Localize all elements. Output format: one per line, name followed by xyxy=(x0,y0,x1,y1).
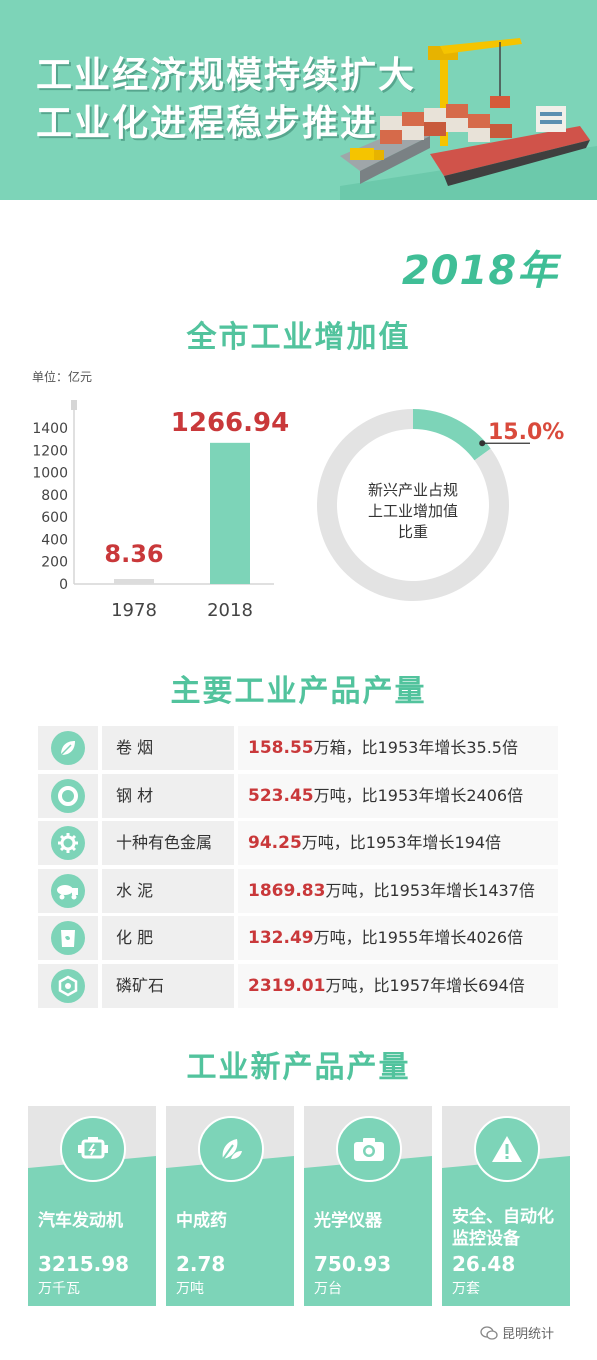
gear-icon xyxy=(51,826,85,860)
product-name: 化 肥 xyxy=(102,916,234,960)
y-tick-label: 0 xyxy=(59,577,68,593)
donut-icon xyxy=(51,778,85,813)
card-unit: 万千瓦 xyxy=(38,1281,80,1297)
donut-center-line-1: 新兴产业占规 xyxy=(367,481,458,499)
product-name: 磷矿石 xyxy=(102,963,234,1008)
card-name: 安全、自动化 监控设备 xyxy=(452,1207,554,1249)
x-tick-label: 1978 xyxy=(111,600,157,621)
products-table: 卷 烟 158.55万箱，比1953年增长35.5倍 钢 材 523.45万吨，… xyxy=(38,726,558,1011)
y-tick-label: 600 xyxy=(41,510,68,526)
title-line-2: 工业化进程稳步推进 xyxy=(36,103,379,144)
table-row: 卷 烟 158.55万箱，比1953年增长35.5倍 xyxy=(38,726,558,770)
product-value: 132.49万吨，比1955年增长4026倍 xyxy=(238,916,558,960)
y-tick-label: 200 xyxy=(41,555,68,571)
bar-value-label: 1266.94 xyxy=(171,408,289,438)
wechat-icon xyxy=(480,1325,498,1340)
y-tick-label: 1400 xyxy=(32,421,68,437)
table-row: 水 泥 1869.83万吨，比1953年增长1437倍 xyxy=(38,868,558,913)
table-row: 钢 材 523.45万吨，比1953年增长2406倍 xyxy=(38,773,558,818)
product-value: 2319.01万吨，比1957年增长694倍 xyxy=(238,963,558,1008)
bar-2018 xyxy=(210,442,250,584)
product-value: 158.55万箱，比1953年增长35.5倍 xyxy=(238,726,558,770)
card-unit: 万吨 xyxy=(176,1281,204,1297)
section-title-main-products: 主要工业产品产量 xyxy=(170,674,427,709)
x-tick-label: 2018 xyxy=(207,600,253,621)
y-tick-label: 1200 xyxy=(32,443,68,459)
table-row: 磷矿石 2319.01万吨，比1957年增长694倍 xyxy=(38,963,558,1008)
unit-label: 单位：亿元 xyxy=(32,370,93,384)
y-tick-label: 400 xyxy=(41,532,68,548)
donut-chart xyxy=(317,409,530,601)
card-value: 3215.98 xyxy=(38,1252,130,1276)
card-value: 26.48 xyxy=(452,1252,516,1276)
product-value: 94.25万吨，比1953年增长194倍 xyxy=(238,821,558,865)
product-name: 水 泥 xyxy=(102,868,234,913)
bar-chart: 0 200 400 600 800 1000 1200 1400 8.36 1978 1266.94… xyxy=(32,400,289,621)
card-name: 中成药 xyxy=(176,1211,227,1231)
hexagon-icon xyxy=(51,968,85,1003)
header-banner: 工业经济规模持续扩大 工业化进程稳步推进 xyxy=(0,0,597,200)
engine-icon xyxy=(60,1116,126,1182)
table-row: 十种有色金属 94.25万吨，比1953年增长194倍 xyxy=(38,821,558,865)
card-name: 汽车发动机 xyxy=(38,1211,123,1231)
y-tick-label: 1000 xyxy=(32,466,68,482)
card-name: 光学仪器 xyxy=(314,1211,382,1231)
cargo-ship-illustration xyxy=(340,38,597,200)
product-value: 1869.83万吨，比1953年增长1437倍 xyxy=(238,868,558,913)
camera-icon xyxy=(336,1116,402,1182)
new-product-card: 中成药 2.78 万吨 xyxy=(166,1106,294,1306)
product-name: 卷 烟 xyxy=(102,726,234,770)
product-name: 钢 材 xyxy=(102,773,234,818)
donut-center-line-2: 上工业增加值 xyxy=(367,502,458,520)
mixer-truck-icon xyxy=(51,873,85,908)
new-product-card: 汽车发动机 3215.98 万千瓦 xyxy=(28,1106,156,1306)
card-unit: 万套 xyxy=(452,1281,480,1297)
card-value: 750.93 xyxy=(314,1252,392,1276)
leaf-icon xyxy=(51,731,85,765)
section-title-new-products: 工业新产品产量 xyxy=(186,1050,411,1085)
fertilizer-bag-icon xyxy=(51,921,85,955)
footer-brand: 昆明统计 xyxy=(480,1323,554,1342)
donut-center-line-3: 比重 xyxy=(397,523,428,541)
y-axis-cap xyxy=(71,400,77,410)
donut-slice-0 xyxy=(413,409,491,461)
new-product-card: 光学仪器 750.93 万台 xyxy=(304,1106,432,1306)
y-tick-label: 800 xyxy=(41,488,68,504)
product-name: 十种有色金属 xyxy=(102,821,234,865)
leader-dot xyxy=(479,440,486,447)
bar-value-label: 8.36 xyxy=(104,540,163,568)
new-product-card: 安全、自动化 监控设备 26.48 万套 xyxy=(442,1106,570,1306)
card-value: 2.78 xyxy=(176,1252,226,1276)
warning-icon xyxy=(474,1116,540,1182)
product-value: 523.45万吨，比1953年增长2406倍 xyxy=(238,773,558,818)
footer-brand-name: 昆明统计 xyxy=(502,1327,555,1342)
title-line-1: 工业经济规模持续扩大 xyxy=(36,55,417,96)
leaves-icon xyxy=(198,1116,264,1182)
card-unit: 万台 xyxy=(314,1281,342,1297)
donut-percent-label: 15.0% xyxy=(488,420,565,445)
bar-1978 xyxy=(114,579,154,584)
section-title-value-added: 全市工业增加值 xyxy=(186,320,411,355)
year-label: 2018年 xyxy=(401,248,559,294)
table-row: 化 肥 132.49万吨，比1955年增长4026倍 xyxy=(38,916,558,960)
donut-center-text: 新兴产业占规 上工业增加值 比重 xyxy=(348,480,478,543)
